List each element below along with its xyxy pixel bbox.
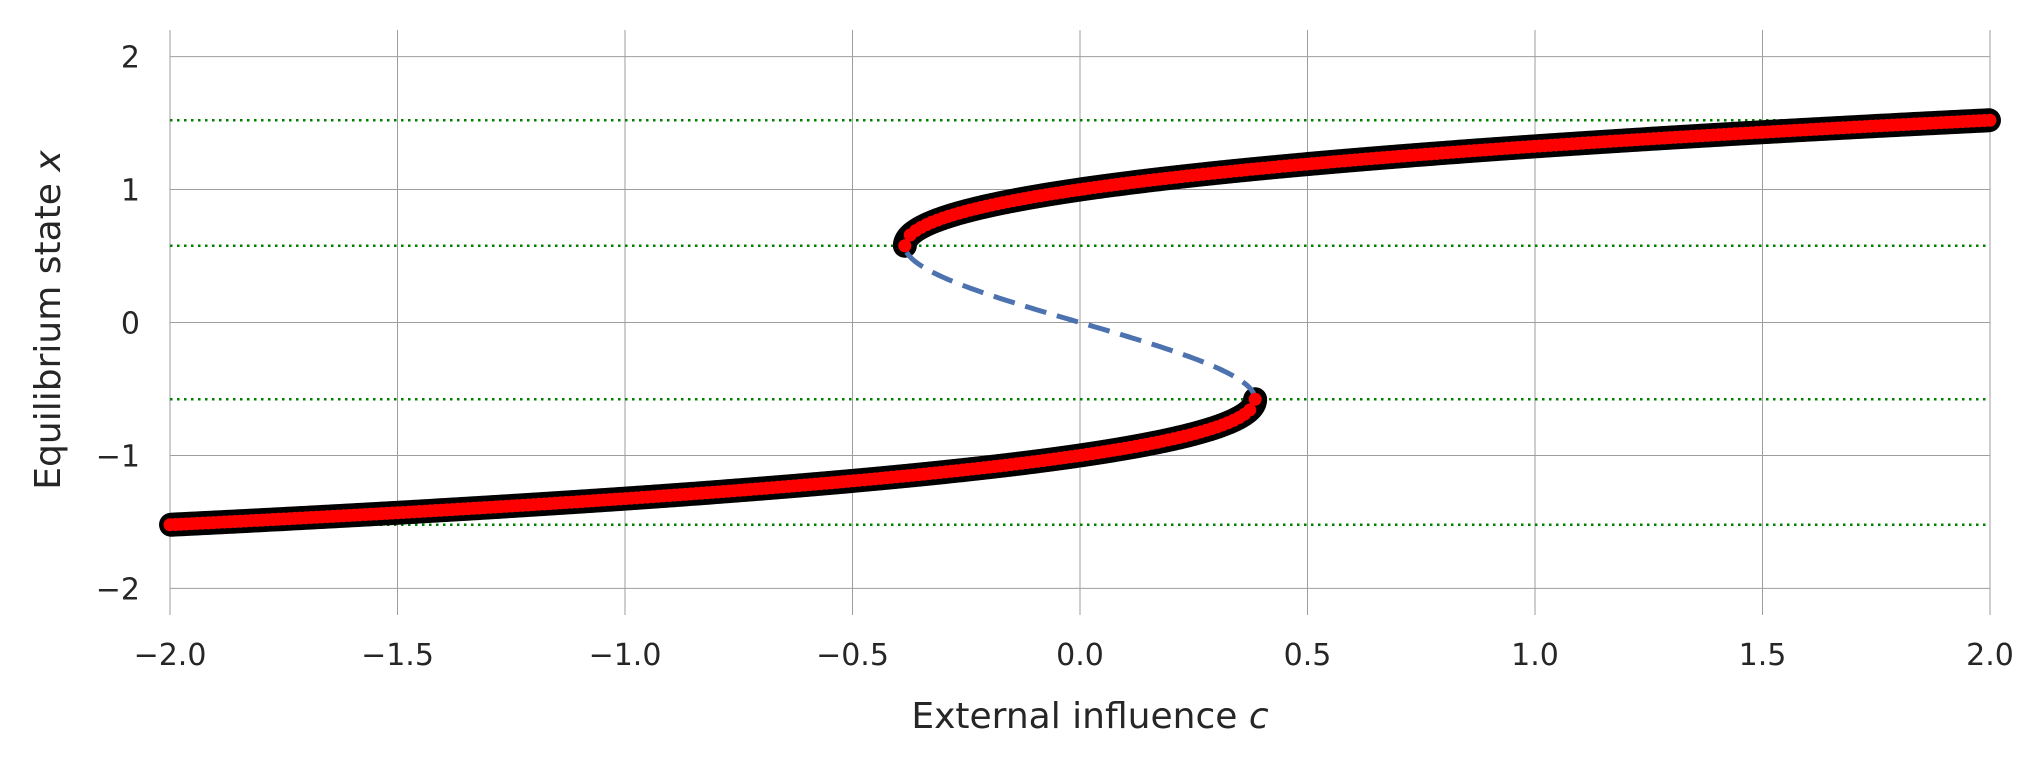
- marker-upper: [1983, 113, 1997, 127]
- y-tick-label: −2: [96, 572, 140, 607]
- y-tick-label: 1: [121, 174, 140, 209]
- x-axis-label: External influence c: [911, 696, 1268, 737]
- x-tick-label: 1.0: [1511, 638, 1559, 673]
- x-tick-label: −1.5: [361, 638, 434, 673]
- x-tick-label: 0.5: [1284, 638, 1332, 673]
- y-tick-label: −1: [96, 439, 140, 474]
- y-axis-label: Equilibrium state x: [28, 150, 69, 490]
- x-tick-label: 1.5: [1739, 638, 1787, 673]
- y-tick-label: 0: [121, 307, 140, 342]
- marker-lower: [1243, 403, 1257, 417]
- marker-upper: [898, 239, 912, 253]
- unstable-branch: [902, 245, 1258, 400]
- x-tick-label: −0.5: [816, 638, 889, 673]
- tick-labels: −2.0 −1.5 −1.0 −0.5 0.0 0.5 1.0 1.5 2.0 2 1 0 −1 −2: [96, 41, 2014, 673]
- x-tick-label: 2.0: [1966, 638, 2014, 673]
- grid: [169, 30, 1991, 615]
- reference-lines: [170, 119, 1990, 526]
- marker-lower: [1248, 392, 1262, 406]
- markers: [163, 113, 1997, 532]
- x-tick-label: −2.0: [134, 638, 207, 673]
- stable-branch-upper: [892, 108, 2001, 258]
- y-tick-label: 2: [121, 41, 140, 76]
- x-tick-label: −1.0: [589, 638, 662, 673]
- stable-branch-lower: [159, 387, 1268, 537]
- x-tick-label: 0.0: [1056, 638, 1104, 673]
